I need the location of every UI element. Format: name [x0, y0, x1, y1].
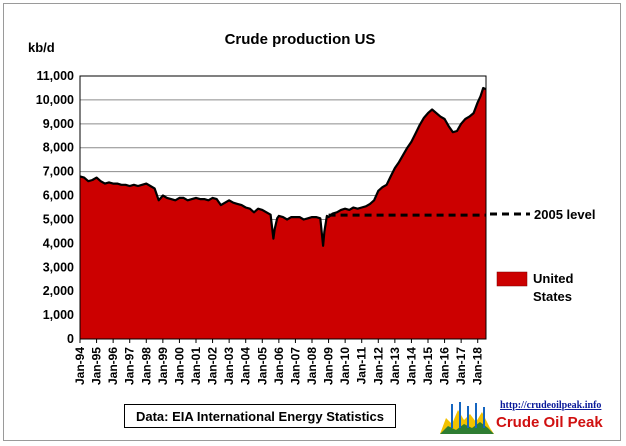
oil-derrick-logo-icon: [440, 402, 494, 434]
x-tick-label: Jan-95: [90, 347, 104, 385]
united-states-area: [80, 88, 486, 339]
x-tick-label: Jan-15: [421, 347, 435, 385]
y-tick-label: 2,000: [43, 284, 74, 298]
y-tick-label: 9,000: [43, 117, 74, 131]
x-tick-label: Jan-97: [123, 347, 137, 385]
y-tick-label: 6,000: [43, 189, 74, 203]
x-tick-label: Jan-17: [454, 347, 468, 385]
y-tick-label: 4,000: [43, 236, 74, 250]
x-tick-label: Jan-00: [172, 347, 186, 385]
crude-oil-peak-logo: http://crudeoilpeak.info Crude Oil Peak: [438, 398, 616, 438]
x-tick-label: Jan-04: [239, 347, 253, 385]
x-tick-label: Jan-10: [338, 347, 352, 385]
x-tick-label: Jan-07: [288, 347, 302, 385]
x-tick-label: Jan-94: [73, 347, 87, 385]
x-tick-label: Jan-16: [438, 347, 452, 385]
legend-label-united-states: United States: [533, 271, 574, 304]
logo-name: Crude Oil Peak: [496, 414, 603, 431]
x-tick-label: Jan-14: [404, 347, 418, 385]
chart-title: Crude production US: [225, 31, 376, 48]
source-note: Data: EIA International Energy Statistic…: [124, 404, 396, 428]
y-tick-label: 1,000: [43, 308, 74, 322]
x-tick-label: Jan-03: [222, 347, 236, 385]
x-tick-label: Jan-11: [355, 347, 369, 385]
x-tick-label: Jan-99: [156, 347, 170, 385]
x-tick-label: Jan-05: [255, 347, 269, 385]
y-tick-label: 10,000: [36, 93, 74, 107]
united-states-outline: [79, 86, 487, 247]
legend: 2005 level United States: [490, 207, 595, 304]
plot-area: [79, 86, 487, 339]
x-tick-label: Jan-06: [272, 347, 286, 385]
y-tick-label: 5,000: [43, 212, 74, 226]
x-tick-label: Jan-18: [471, 347, 485, 385]
y-axis-unit-label: kb/d: [28, 40, 55, 55]
plot-border: [79, 75, 487, 340]
x-tick-label: Jan-12: [371, 347, 385, 385]
legend-key-united-states: [496, 271, 528, 287]
x-tick-label: Jan-01: [189, 347, 203, 385]
x-tick-label: Jan-08: [305, 347, 319, 385]
y-tick-label: 7,000: [43, 165, 74, 179]
logo-url[interactable]: http://crudeoilpeak.info: [500, 400, 602, 411]
y-tick-label: 11,000: [36, 69, 74, 83]
x-tick-label: Jan-98: [139, 347, 153, 385]
legend-label-2005-level: 2005 level: [534, 207, 595, 222]
x-tick-label: Jan-09: [322, 347, 336, 385]
axes: 0 1,000 2,000 3,000 4,000 5,000 6,000 7,000 8,00…: [36, 69, 487, 385]
y-tick-label: 8,000: [43, 141, 74, 155]
x-tick-label: Jan-02: [206, 347, 220, 385]
x-tick-label: Jan-13: [388, 347, 402, 385]
x-tick-label: Jan-96: [106, 347, 120, 385]
y-tick-label: 0: [67, 332, 74, 346]
y-tick-label: 3,000: [43, 260, 74, 274]
